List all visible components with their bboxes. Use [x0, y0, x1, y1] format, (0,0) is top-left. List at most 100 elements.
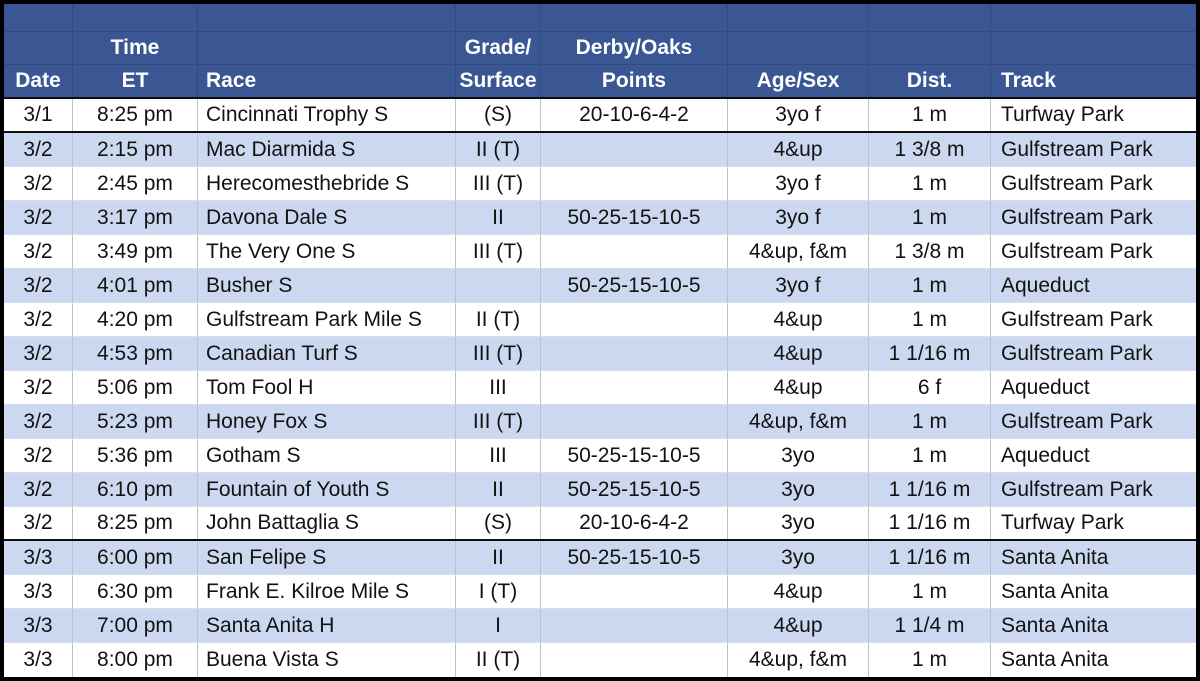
cell-age_sex[interactable]: 4&up: [728, 337, 869, 370]
cell-race[interactable]: Frank E. Kilroe Mile S: [198, 575, 456, 608]
cell-grade[interactable]: II: [456, 541, 541, 574]
cell-date[interactable]: 3/3: [4, 643, 73, 677]
cell-time[interactable]: 6:30 pm: [73, 575, 198, 608]
cell-dist[interactable]: 1 m: [869, 405, 991, 438]
cell-dist[interactable]: 1 m: [869, 439, 991, 472]
cell-dist[interactable]: 1 m: [869, 643, 991, 677]
col-header-age_sex-line1[interactable]: [728, 32, 869, 65]
cell-dist[interactable]: 1 m: [869, 269, 991, 302]
cell-race[interactable]: Cincinnati Trophy S: [198, 99, 456, 131]
cell-time[interactable]: 6:10 pm: [73, 473, 198, 506]
cell-dist[interactable]: 1 m: [869, 99, 991, 131]
cell-date[interactable]: 3/2: [4, 337, 73, 370]
cell-age_sex[interactable]: 3yo f: [728, 167, 869, 200]
cell-race[interactable]: Canadian Turf S: [198, 337, 456, 370]
col-header-track-line2[interactable]: Track: [1001, 69, 1056, 92]
cell-grade[interactable]: [456, 269, 541, 302]
col-header-points-line2[interactable]: Points: [541, 65, 728, 97]
cell-race[interactable]: Fountain of Youth S: [198, 473, 456, 506]
cell-track[interactable]: Gulfstream Park: [1001, 341, 1153, 365]
cell-date[interactable]: 3/3: [4, 609, 73, 642]
cell-race[interactable]: Mac Diarmida S: [198, 133, 456, 166]
cell-age_sex[interactable]: 4&up: [728, 609, 869, 642]
cell-date[interactable]: 3/2: [4, 507, 73, 539]
col-header-dist-line1[interactable]: [869, 32, 991, 65]
cell-date[interactable]: 3/2: [4, 269, 73, 302]
cell-age_sex[interactable]: 3yo: [728, 541, 869, 574]
cell-time[interactable]: 4:53 pm: [73, 337, 198, 370]
cell-date[interactable]: 3/1: [4, 99, 73, 131]
cell-date[interactable]: 3/2: [4, 167, 73, 200]
cell-race[interactable]: The Very One S: [198, 235, 456, 268]
header-spacer-cell-points[interactable]: [541, 4, 728, 32]
col-header-grade-line1[interactable]: Grade/: [456, 32, 541, 65]
cell-grade[interactable]: II (T): [456, 643, 541, 677]
cell-age_sex[interactable]: 4&up: [728, 133, 869, 166]
cell-track[interactable]: Gulfstream Park: [1001, 409, 1153, 433]
cell-time[interactable]: 5:36 pm: [73, 439, 198, 472]
cell-track[interactable]: Gulfstream Park: [1001, 239, 1153, 263]
cell-grade[interactable]: II (T): [456, 133, 541, 166]
header-spacer-cell-grade[interactable]: [456, 4, 541, 32]
cell-race[interactable]: Honey Fox S: [198, 405, 456, 438]
cell-track[interactable]: Gulfstream Park: [1001, 307, 1153, 331]
col-header-time-line1[interactable]: Time: [73, 32, 198, 65]
cell-points[interactable]: [541, 371, 728, 404]
cell-grade[interactable]: II: [456, 473, 541, 506]
cell-dist[interactable]: 1 1/16 m: [869, 337, 991, 370]
cell-race[interactable]: Santa Anita H: [198, 609, 456, 642]
cell-points[interactable]: [541, 643, 728, 677]
cell-time[interactable]: 2:15 pm: [73, 133, 198, 166]
cell-points[interactable]: [541, 405, 728, 438]
cell-date[interactable]: 3/2: [4, 371, 73, 404]
cell-date[interactable]: 3/2: [4, 405, 73, 438]
cell-dist[interactable]: 6 f: [869, 371, 991, 404]
cell-age_sex[interactable]: 3yo f: [728, 269, 869, 302]
cell-age_sex[interactable]: 3yo f: [728, 99, 869, 131]
header-spacer-cell-track[interactable]: [991, 4, 1196, 32]
cell-points[interactable]: 50-25-15-10-5: [541, 541, 728, 574]
header-spacer-cell-age_sex[interactable]: [728, 4, 869, 32]
cell-track[interactable]: Gulfstream Park: [1001, 137, 1153, 161]
cell-race[interactable]: Buena Vista S: [198, 643, 456, 677]
cell-race[interactable]: Gulfstream Park Mile S: [198, 303, 456, 336]
cell-time[interactable]: 8:25 pm: [73, 99, 198, 131]
cell-dist[interactable]: 1 1/16 m: [869, 541, 991, 574]
cell-age_sex[interactable]: 3yo: [728, 439, 869, 472]
cell-dist[interactable]: 1 m: [869, 303, 991, 336]
cell-dist[interactable]: 1 3/8 m: [869, 133, 991, 166]
cell-date[interactable]: 3/3: [4, 575, 73, 608]
cell-race[interactable]: Davona Dale S: [198, 201, 456, 234]
cell-grade[interactable]: III (T): [456, 167, 541, 200]
cell-grade[interactable]: I (T): [456, 575, 541, 608]
cell-time[interactable]: 4:01 pm: [73, 269, 198, 302]
cell-track[interactable]: Gulfstream Park: [1001, 477, 1153, 501]
cell-age_sex[interactable]: 4&up: [728, 303, 869, 336]
col-header-track-line1[interactable]: [991, 32, 1196, 65]
cell-dist[interactable]: 1 1/16 m: [869, 473, 991, 506]
cell-points[interactable]: [541, 609, 728, 642]
cell-grade[interactable]: III (T): [456, 235, 541, 268]
cell-grade[interactable]: III: [456, 439, 541, 472]
col-header-date-line1[interactable]: [4, 32, 73, 65]
cell-grade[interactable]: (S): [456, 99, 541, 131]
cell-time[interactable]: 6:00 pm: [73, 541, 198, 574]
cell-track[interactable]: Santa Anita: [1001, 545, 1109, 569]
cell-race[interactable]: San Felipe S: [198, 541, 456, 574]
header-spacer-cell-date[interactable]: [4, 4, 73, 32]
cell-time[interactable]: 3:49 pm: [73, 235, 198, 268]
cell-points[interactable]: 50-25-15-10-5: [541, 201, 728, 234]
cell-points[interactable]: 50-25-15-10-5: [541, 439, 728, 472]
cell-grade[interactable]: III (T): [456, 337, 541, 370]
cell-track[interactable]: Aqueduct: [1001, 273, 1090, 297]
col-header-date-line2[interactable]: Date: [4, 65, 73, 97]
cell-dist[interactable]: 1 1/16 m: [869, 507, 991, 539]
cell-points[interactable]: 50-25-15-10-5: [541, 473, 728, 506]
cell-date[interactable]: 3/2: [4, 201, 73, 234]
cell-age_sex[interactable]: 4&up, f&m: [728, 643, 869, 677]
cell-race[interactable]: John Battaglia S: [198, 507, 456, 539]
cell-points[interactable]: [541, 575, 728, 608]
cell-track[interactable]: Aqueduct: [1001, 443, 1090, 467]
cell-race[interactable]: Herecomesthebride S: [198, 167, 456, 200]
cell-track[interactable]: Turfway Park: [1001, 103, 1124, 126]
